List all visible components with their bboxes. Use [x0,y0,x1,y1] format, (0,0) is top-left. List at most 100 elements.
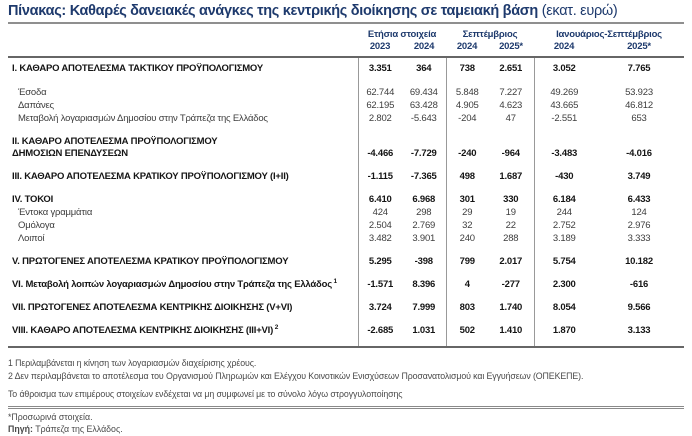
table-row: ΙΙΙ. ΚΑΘΑΡΟ ΑΠΟΤΕΛΕΣΜΑ ΚΡΑΤΙΚΟΥ ΠΡΟΫΠΟΛΟ… [8,160,684,183]
cell-value: 288 [503,233,519,244]
provisional-note: *Προσωρινά στοιχεία. [8,412,93,422]
cell-value: 6.968 [412,194,436,205]
header-group-jan-sep: Ιανουάριος-Σεπτέμβριος [556,29,662,40]
footnote-2: 2 Δεν περιλαμβάνεται το αποτέλεσμα του Ο… [8,371,584,381]
cell-value: 653 [631,113,647,124]
table-row: Λοιποί 3.482 3.901 240 288 3.189 3.333 [8,232,684,245]
cell-value: 32 [445,219,488,232]
cell-value: -3.483 [533,125,594,160]
table-body: Ι. ΚΑΘΑΡΟ ΑΠΟΤΕΛΕΣΜΑ ΤΑΚΤΙΚΟΥ ΠΡΟΫΠΟΛΟΓΙ… [8,57,684,348]
cell-value: 2.300 [533,268,594,291]
cell-value: -2.685 [357,314,402,348]
row-label: Λοιποί [18,233,45,244]
source-line: Πηγή: Τράπεζα της Ελλάδος. [8,423,684,435]
table-row: Έντοκα γραμμάτια 424 298 29 19 244 124 [8,206,684,219]
footnote-marker: 1 [331,277,338,285]
cell-value: 2.752 [533,219,594,232]
cell-value: 5.295 [357,245,402,268]
row-label: ΙΙ. ΚΑΘΑΡΟ ΑΠΟΤΕΛΕΣΜΑ ΠΡΟΫΠΟΛΟΓΙΣΜΟΥ ΔΗΜΟ… [12,136,218,159]
table-row: Έσοδα 62.744 69.434 5.848 7.227 49.269 53.923 [8,75,684,99]
cell-value: 3.724 [357,291,402,314]
cell-value: 49.269 [533,75,594,99]
row-label: V. ΠΡΩΤΟΓΕΝΕΣ ΑΠΟΤΕΛΕΣΜΑ ΚΡΑΤΙΚΟΥ ΠΡΟΫΠΟ… [12,256,289,267]
cell-value: -240 [445,125,488,160]
cell-value: 69.434 [409,87,438,98]
header-year: 2023 [358,41,402,58]
row-label: Έσοδα [18,87,47,98]
footer-divider [8,406,684,409]
row-label: Μεταβολή λογαριασμών Δημοσίου στην Τράπε… [18,113,268,124]
cell-value: 1.687 [499,171,523,182]
cell-value: 19 [505,207,516,218]
cell-value: 502 [445,314,488,348]
header-group-annual: Ετήσια στοιχεία [367,29,437,40]
cell-value: 6.184 [533,183,594,206]
cell-value: 4.623 [499,100,523,111]
cell-value: -398 [414,256,433,267]
row-label: IV. ΤΟΚΟΙ [12,194,54,205]
header-year: 2024 [446,41,488,58]
footnote-1: 1 Περιλαμβάνεται η κίνηση των λογαριασμώ… [8,358,257,368]
cell-value: 46.812 [625,100,653,111]
cell-value: -5.643 [410,113,437,124]
cell-value: 1.410 [488,314,534,348]
cell-value: 6.410 [357,183,402,206]
cell-value: 424 [357,206,402,219]
footnotes: 1 Περιλαμβάνεται η κίνηση των λογαριασμώ… [8,357,684,401]
header-group-september: Σεπτέμβριος [462,29,518,40]
cell-value: 22 [505,220,516,231]
cell-value: -964 [501,148,520,159]
page-title: Πίνακας: Καθαρές δανειακές ανάγκες της κ… [8,3,684,24]
cell-value: 364 [416,63,432,74]
cell-value: 301 [445,183,488,206]
row-label: Ι. ΚΑΘΑΡΟ ΑΠΟΤΕΛΕΣΜΑ ΤΑΚΤΙΚΟΥ ΠΡΟΫΠΟΛΟΓΙ… [12,63,263,74]
title-text: Πίνακας: Καθαρές δανειακές ανάγκες της κ… [8,3,538,19]
table-row: Μεταβολή λογαριασμών Δημοσίου στην Τράπε… [8,112,684,125]
header-spacer [8,41,358,58]
cell-value: 3.189 [533,232,594,245]
header-group-row: Ετήσια στοιχεία Σεπτέμβριος Ιανουάριος-Σ… [8,25,684,41]
header-spacer [8,25,358,41]
table-header: Ετήσια στοιχεία Σεπτέμβριος Ιανουάριος-Σ… [8,25,684,58]
cell-value: 799 [445,245,488,268]
cell-value: 2.017 [499,256,523,267]
cell-value: 7.999 [412,302,436,313]
footnote-marker: 2 [273,323,279,331]
cell-value: 2.651 [499,63,523,74]
row-label: ΙΙΙ. ΚΑΘΑΡΟ ΑΠΟΤΕΛΕΣΜΑ ΚΡΑΤΙΚΟΥ ΠΡΟΫΠΟΛΟ… [12,171,289,182]
cell-value: 2.976 [627,220,651,231]
cell-value: 5.754 [533,245,594,268]
cell-value: 330 [503,194,519,205]
cell-value: 124 [631,207,647,218]
row-label: Δαπάνες [18,100,54,111]
cell-value: 4 [445,268,488,291]
cell-value: 6.433 [627,194,651,205]
cell-value: 738 [445,57,488,75]
header-year: 2025* [488,41,534,58]
cell-value: 1.740 [499,302,523,313]
cell-value: 1.031 [402,314,446,348]
footnote-rounding: Το άθροισμα των επιμέρους στοιχείων ενδέ… [8,389,403,399]
cell-value: 8.054 [533,291,594,314]
cell-value: 9.566 [627,302,651,313]
cell-value: -1.115 [357,160,402,183]
table-row: VI. Μεταβολή λοιπών λογαριασμών Δημοσίου… [8,268,684,291]
cell-value: 3.351 [357,57,402,75]
header-year: 2024 [534,41,594,58]
cell-value: 5.848 [445,75,488,99]
cell-value: 3.052 [533,57,594,75]
cell-value: -7.729 [410,148,437,159]
cell-value: 7.765 [627,63,651,74]
cell-value: 43.665 [533,99,594,112]
cell-value: 4.905 [445,99,488,112]
cell-value: 498 [445,160,488,183]
cell-value: 47 [505,113,516,124]
table-row: VII. ΠΡΩΤΟΓΕΝΕΣ ΑΠΟΤΕΛΕΣΜΑ ΚΕΝΤΡΙΚΗΣ ΔΙΟ… [8,291,684,314]
cell-value: 3.749 [627,171,651,182]
cell-value: 10.182 [625,256,653,267]
header-year: 2024 [402,41,446,58]
cell-value: 803 [445,291,488,314]
cell-value: 3.333 [627,233,651,244]
cell-value: 7.227 [499,87,523,98]
cell-value: -430 [533,160,594,183]
